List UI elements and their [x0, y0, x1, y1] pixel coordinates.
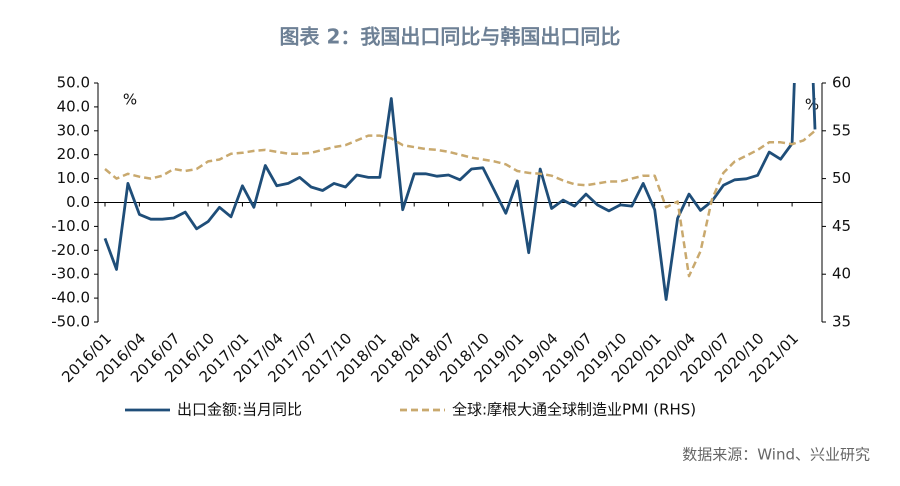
y-tick-label: -10.0: [51, 217, 90, 235]
legend-label: 出口金额:当月同比: [177, 401, 302, 419]
y2-tick-label: 60: [832, 74, 851, 92]
source-note: 数据来源：Wind、兴业研究: [682, 446, 870, 464]
y2-tick-label: 35: [832, 313, 851, 331]
y-unit: %: [123, 91, 137, 109]
y-tick-label: -20.0: [51, 241, 90, 259]
chart-title: 图表 2：我国出口同比与韩国出口同比: [280, 25, 621, 49]
y-tick-label: 0.0: [66, 193, 90, 211]
y2-tick-label: 40: [832, 265, 851, 283]
y-tick-label: 20.0: [57, 145, 90, 163]
y2-tick-label: 55: [832, 121, 851, 139]
y2-tick-label: 50: [832, 169, 851, 187]
plot-area: [103, 83, 817, 301]
y-tick-label: -30.0: [51, 265, 90, 283]
y2-tick-label: 45: [832, 217, 851, 235]
y2-unit: %: [805, 96, 819, 114]
y-tick-label: 40.0: [57, 97, 90, 115]
series-line: [103, 83, 817, 301]
y-tick-label: -50.0: [51, 313, 90, 331]
y-tick-label: 30.0: [57, 121, 90, 139]
y-tick-label: 50.0: [57, 74, 90, 92]
legend-label: 全球:摩根大通全球制造业PMI (RHS): [452, 401, 696, 419]
y-tick-label: -40.0: [51, 289, 90, 307]
y-tick-label: 10.0: [57, 169, 90, 187]
